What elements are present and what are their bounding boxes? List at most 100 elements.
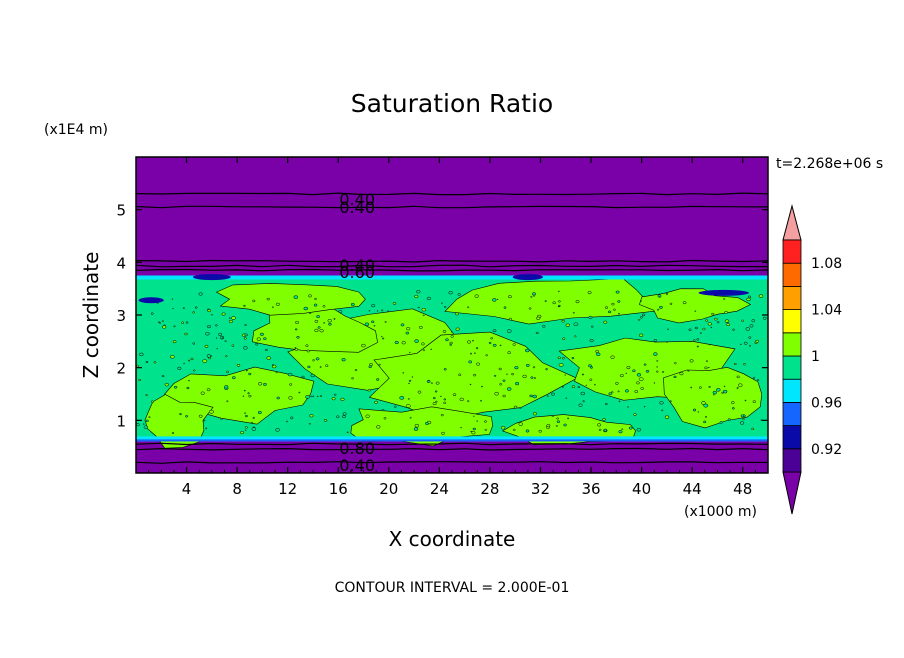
y-tick-label: 5 <box>116 202 126 220</box>
cloud-speckle <box>506 387 512 391</box>
x-tick-label: 24 <box>430 480 449 498</box>
cloud-speckle <box>192 342 196 345</box>
cloud-speckle <box>656 370 659 373</box>
cloud-speckle <box>726 321 729 324</box>
cloud-speckle <box>665 292 669 295</box>
cloud-speckle <box>138 378 142 381</box>
cloud-speckle <box>502 379 506 382</box>
cloud-speckle <box>417 306 420 309</box>
cloud-speckle <box>294 348 299 351</box>
cloud-speckle <box>421 307 427 312</box>
cloud-speckle <box>621 428 624 430</box>
region-boundary-layer-low-ratio <box>136 441 768 473</box>
cloud-speckle <box>758 294 764 298</box>
cloud-speckle <box>626 366 631 370</box>
cloud-speckle <box>371 320 375 324</box>
cloud-speckle <box>228 317 231 319</box>
cloud-speckle <box>400 323 405 327</box>
cloud-speckle <box>506 373 508 375</box>
cloud-speckle <box>341 358 346 362</box>
cloud-speckle <box>562 386 564 388</box>
cloud-speckle <box>731 401 735 404</box>
cloud-speckle <box>276 396 280 400</box>
contour-field <box>136 157 768 473</box>
cloud-speckle <box>205 331 210 336</box>
cloud-speckle <box>594 383 596 386</box>
cloud-speckle <box>475 347 479 350</box>
cloud-speckle <box>314 328 319 333</box>
cloud-speckle <box>636 373 642 377</box>
cloud-speckle <box>611 391 614 394</box>
cloud-speckle <box>136 423 140 427</box>
cloud-speckle <box>739 421 745 425</box>
cloud-speckle <box>298 391 301 394</box>
contour-label: 0.40 <box>339 190 375 209</box>
cloud-speckle <box>317 326 321 329</box>
cloud-speckle <box>643 363 647 366</box>
cloud-speckle <box>485 354 488 357</box>
cloud-speckle <box>432 402 437 406</box>
cloud-speckle <box>383 417 387 420</box>
cloud-speckle <box>708 386 711 388</box>
cloud-speckle <box>402 372 405 374</box>
contour-line <box>136 259 768 263</box>
cloud-speckle <box>590 366 593 369</box>
cloud-speckle <box>565 323 570 327</box>
cloud-speckle <box>430 382 433 384</box>
cloud-speckle <box>275 371 278 374</box>
cloud-speckle <box>459 397 464 402</box>
cloud-speckle <box>186 386 190 390</box>
cloud-speckle <box>381 309 384 312</box>
cloud-speckle <box>364 322 370 327</box>
cloud-speckle <box>226 400 229 403</box>
cloud-speckle <box>745 327 751 331</box>
cloud-speckle <box>674 362 677 365</box>
cloud-speckle <box>164 383 169 387</box>
cloud-speckle <box>162 325 167 329</box>
colorbar-segment <box>782 239 802 264</box>
contour-label: 0.80 <box>339 439 375 458</box>
cloud-speckle <box>414 294 419 298</box>
colorbar-segment <box>782 262 802 287</box>
cloud-speckle <box>512 343 516 346</box>
cloud-speckle <box>376 378 380 381</box>
cloud-speckle <box>595 352 601 357</box>
cloud-speckle <box>468 360 473 364</box>
cloud-speckle <box>183 362 185 365</box>
cloud-speckle <box>525 429 530 433</box>
cloud-speckle <box>716 388 721 392</box>
cloud-speckle <box>492 298 497 302</box>
cloud-speckle <box>148 416 151 419</box>
cloud-speckle <box>296 336 300 339</box>
cloud-speckle <box>161 375 165 378</box>
cloud-speckle <box>386 310 389 313</box>
cloud-speckle <box>743 363 746 366</box>
cloud-speckle <box>236 363 241 367</box>
cloud-speckle <box>245 369 248 372</box>
cloud-speckle <box>519 406 522 409</box>
cloud-base-fringe <box>136 436 768 442</box>
cloud-speckle <box>440 395 442 398</box>
cloud-speckle <box>712 394 715 396</box>
cloud-speckle <box>515 381 520 386</box>
cloud-speckle <box>171 432 175 434</box>
x-tick-label: 20 <box>379 480 398 498</box>
cloud-speckle <box>628 426 633 430</box>
cloud-speckle <box>333 318 336 320</box>
cloud-speckle <box>732 328 735 331</box>
cloud-speckle <box>638 318 641 321</box>
cloud-speckle <box>617 300 621 303</box>
cloud-speckle <box>333 393 337 396</box>
cloud-speckle <box>653 352 658 356</box>
cloud-speckle <box>656 366 658 368</box>
cloud-speckle <box>697 411 700 413</box>
cloud-speckle <box>556 417 559 420</box>
cloud-speckle <box>198 292 203 296</box>
cloud-speckle <box>760 419 763 421</box>
cloud-speckle <box>751 319 756 323</box>
cloud-speckle <box>381 335 383 338</box>
contour-line <box>136 461 768 464</box>
cloud-speckle <box>636 381 640 385</box>
x-axis-ticks: 4 8 12 16 20 24 28 32 36 40 44 48 <box>148 157 756 498</box>
cloud-speckle <box>314 297 317 300</box>
